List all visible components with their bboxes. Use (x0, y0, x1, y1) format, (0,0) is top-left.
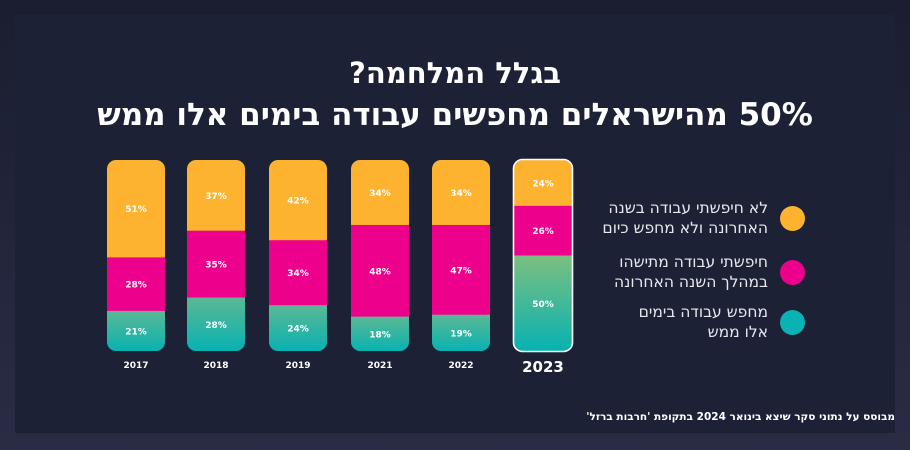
bar-segment (514, 255, 572, 351)
bar-2018 (187, 160, 245, 351)
chart-title-line1: בגלל המלחמה? (349, 56, 561, 90)
data-label: 18% (369, 330, 391, 340)
legend-item-not-searching: לא חיפשתי עבודה בשנה האחרונה ולא מחפש כי… (602, 198, 805, 238)
data-label: 47% (450, 266, 472, 276)
bar-segment (514, 160, 572, 207)
data-label: 28% (125, 281, 147, 291)
data-label: 34% (287, 269, 309, 279)
data-label: 21% (125, 327, 147, 337)
data-label: 24% (532, 179, 554, 189)
bar-segment (269, 305, 327, 351)
data-label: 34% (369, 189, 391, 199)
data-label: 34% (450, 189, 472, 199)
x-tick-label: 2022 (448, 361, 473, 371)
bar-segment (351, 224, 409, 318)
bar-segment (187, 230, 245, 299)
data-label: 26% (532, 227, 554, 237)
bar-segment (269, 240, 327, 306)
legend-dot-teal (780, 309, 805, 335)
data-label: 24% (287, 325, 309, 335)
data-label: 51% (125, 205, 147, 215)
bar-segment (432, 160, 490, 226)
bar-2022 (432, 160, 490, 351)
bar-segment (107, 160, 165, 258)
x-tick-label: 2023 (522, 358, 564, 376)
legend-label: לא חיפשתי עבודה בשנה האחרונה ולא מחפש כי… (602, 199, 768, 237)
data-label: 28% (205, 321, 227, 331)
x-tick-label: 2019 (285, 361, 310, 371)
bar-segment (187, 297, 245, 351)
data-label: 42% (287, 197, 309, 207)
data-label: 35% (205, 261, 227, 271)
bar-segment (432, 314, 490, 351)
footnote: מבוסס על נתוני סקר שיצא בינואר 2024 בתקו… (586, 411, 895, 423)
data-label: 37% (205, 192, 227, 202)
data-label: 48% (369, 267, 391, 277)
data-label: 50% (532, 300, 554, 310)
bar-segment (432, 224, 490, 316)
legend-dot-orange (780, 205, 805, 231)
x-tick-label: 2018 (203, 361, 228, 371)
bar-segment (514, 205, 572, 256)
legend-dot-pink (780, 259, 805, 285)
highlight-outline (512, 158, 574, 353)
legend-item-searching-now: מחפש עבודה בימים אלו ממש (639, 302, 805, 342)
legend-item-searched-last-year: חיפשתי עבודה מתישהו במהלך השנה האחרונה (614, 252, 805, 292)
bar-segment (107, 310, 165, 351)
x-tick-label: 2021 (367, 361, 392, 371)
legend-label: מחפש עבודה בימים אלו ממש (638, 303, 768, 341)
legend-label: חיפשתי עבודה מתישהו במהלך השנה האחרונה (614, 253, 768, 291)
bar-segment (351, 160, 409, 226)
bar-segment (269, 160, 327, 241)
data-label: 19% (450, 329, 472, 339)
bar-2021 (351, 160, 409, 351)
bar-2017 (107, 160, 165, 351)
bar-segment (351, 316, 409, 351)
bar-segment (107, 257, 165, 312)
bar-2019 (269, 160, 327, 351)
bar-segment (187, 160, 245, 232)
chart-title-line2: 50% מהישראלים מחפשים עבודה בימים אלו ממש (97, 97, 813, 133)
x-tick-label: 2017 (123, 361, 148, 371)
bar-2023 (514, 160, 572, 351)
